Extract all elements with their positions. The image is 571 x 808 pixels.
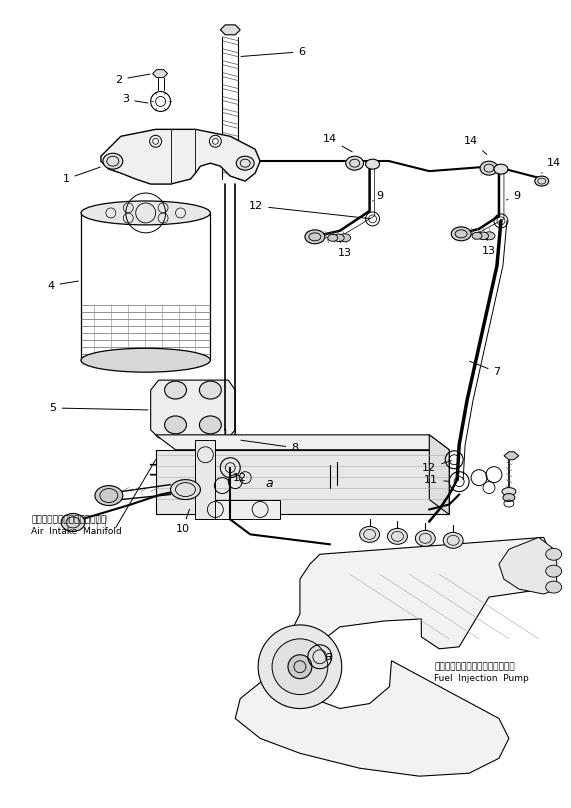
Polygon shape bbox=[156, 450, 449, 515]
Ellipse shape bbox=[171, 480, 200, 499]
Ellipse shape bbox=[103, 154, 123, 169]
Polygon shape bbox=[429, 435, 449, 515]
Text: 14: 14 bbox=[464, 137, 487, 154]
Polygon shape bbox=[220, 25, 240, 35]
Ellipse shape bbox=[535, 176, 549, 186]
Polygon shape bbox=[156, 435, 449, 450]
Text: 12: 12 bbox=[230, 468, 247, 482]
Text: Air  Intake  Manifold: Air Intake Manifold bbox=[31, 527, 122, 536]
Ellipse shape bbox=[345, 156, 364, 170]
Ellipse shape bbox=[328, 234, 337, 242]
Ellipse shape bbox=[365, 159, 380, 169]
Ellipse shape bbox=[61, 513, 85, 532]
Text: a: a bbox=[265, 477, 273, 490]
Ellipse shape bbox=[480, 161, 498, 175]
Polygon shape bbox=[499, 537, 557, 594]
Text: 3: 3 bbox=[122, 95, 148, 104]
Ellipse shape bbox=[415, 530, 435, 546]
Ellipse shape bbox=[95, 486, 123, 506]
Ellipse shape bbox=[199, 416, 222, 434]
Polygon shape bbox=[151, 380, 235, 438]
Text: 10: 10 bbox=[175, 509, 190, 534]
Text: a: a bbox=[325, 650, 332, 663]
Ellipse shape bbox=[443, 532, 463, 549]
Circle shape bbox=[258, 625, 341, 709]
Text: 5: 5 bbox=[50, 403, 148, 413]
Ellipse shape bbox=[502, 487, 516, 495]
Ellipse shape bbox=[503, 494, 515, 502]
Polygon shape bbox=[195, 499, 280, 520]
Text: 12: 12 bbox=[422, 461, 452, 473]
Polygon shape bbox=[101, 129, 260, 184]
Ellipse shape bbox=[546, 581, 562, 593]
Ellipse shape bbox=[546, 549, 562, 560]
Ellipse shape bbox=[199, 381, 222, 399]
Ellipse shape bbox=[494, 164, 508, 174]
Text: 12: 12 bbox=[249, 201, 370, 219]
Ellipse shape bbox=[81, 201, 210, 225]
Text: 13: 13 bbox=[482, 239, 496, 256]
Circle shape bbox=[288, 654, 312, 679]
Text: フェエルインジェクションポンプ: フェエルインジェクションポンプ bbox=[435, 663, 515, 671]
Ellipse shape bbox=[388, 528, 407, 545]
Text: 14: 14 bbox=[323, 134, 352, 152]
Text: 9: 9 bbox=[372, 191, 383, 201]
Text: 13: 13 bbox=[337, 241, 352, 258]
Ellipse shape bbox=[339, 234, 351, 242]
Text: 14: 14 bbox=[542, 158, 561, 173]
Ellipse shape bbox=[477, 232, 489, 239]
Text: 4: 4 bbox=[47, 280, 78, 291]
Ellipse shape bbox=[81, 348, 210, 372]
Polygon shape bbox=[195, 440, 215, 520]
Ellipse shape bbox=[333, 234, 344, 242]
Text: 1: 1 bbox=[63, 167, 100, 184]
Text: 11: 11 bbox=[424, 474, 448, 485]
Text: 7: 7 bbox=[470, 361, 501, 377]
Text: エアーインテークマニホールド: エアーインテークマニホールド bbox=[31, 515, 107, 524]
Text: 2: 2 bbox=[115, 74, 150, 85]
Text: Fuel  Injection  Pump: Fuel Injection Pump bbox=[435, 674, 529, 683]
Ellipse shape bbox=[360, 526, 380, 542]
Text: 6: 6 bbox=[241, 47, 305, 57]
Polygon shape bbox=[235, 537, 557, 776]
Polygon shape bbox=[504, 452, 519, 460]
Ellipse shape bbox=[472, 233, 482, 239]
Ellipse shape bbox=[305, 229, 325, 244]
Ellipse shape bbox=[546, 566, 562, 577]
Text: 8: 8 bbox=[241, 440, 299, 452]
Ellipse shape bbox=[164, 381, 187, 399]
Ellipse shape bbox=[451, 227, 471, 241]
Text: 9: 9 bbox=[506, 191, 520, 201]
Circle shape bbox=[272, 639, 328, 695]
Ellipse shape bbox=[483, 232, 495, 240]
Ellipse shape bbox=[236, 156, 254, 170]
Ellipse shape bbox=[164, 416, 187, 434]
Polygon shape bbox=[152, 69, 167, 78]
